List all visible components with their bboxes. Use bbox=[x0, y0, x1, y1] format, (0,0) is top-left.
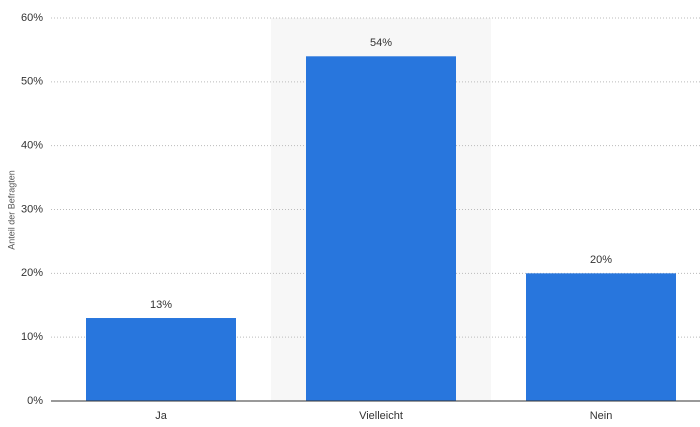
y-tick-label: 50% bbox=[21, 76, 43, 88]
bar bbox=[526, 273, 676, 401]
y-tick-label: 40% bbox=[21, 140, 43, 152]
x-tick-label: Nein bbox=[590, 410, 613, 422]
y-tick-label: 60% bbox=[21, 12, 43, 24]
y-tick-label: 30% bbox=[21, 203, 43, 215]
bar bbox=[306, 56, 456, 402]
value-label: 20% bbox=[590, 254, 612, 266]
value-label: 13% bbox=[150, 299, 172, 311]
y-tick-label: 0% bbox=[27, 395, 43, 407]
bar bbox=[86, 318, 236, 401]
y-axis-label: Anteil der Befragten bbox=[6, 170, 16, 250]
value-label: 54% bbox=[370, 37, 392, 49]
x-tick-label: Vielleicht bbox=[359, 410, 403, 422]
y-tick-label: 10% bbox=[21, 331, 43, 343]
y-tick-label: 20% bbox=[21, 267, 43, 279]
x-tick-label: Ja bbox=[155, 410, 168, 422]
